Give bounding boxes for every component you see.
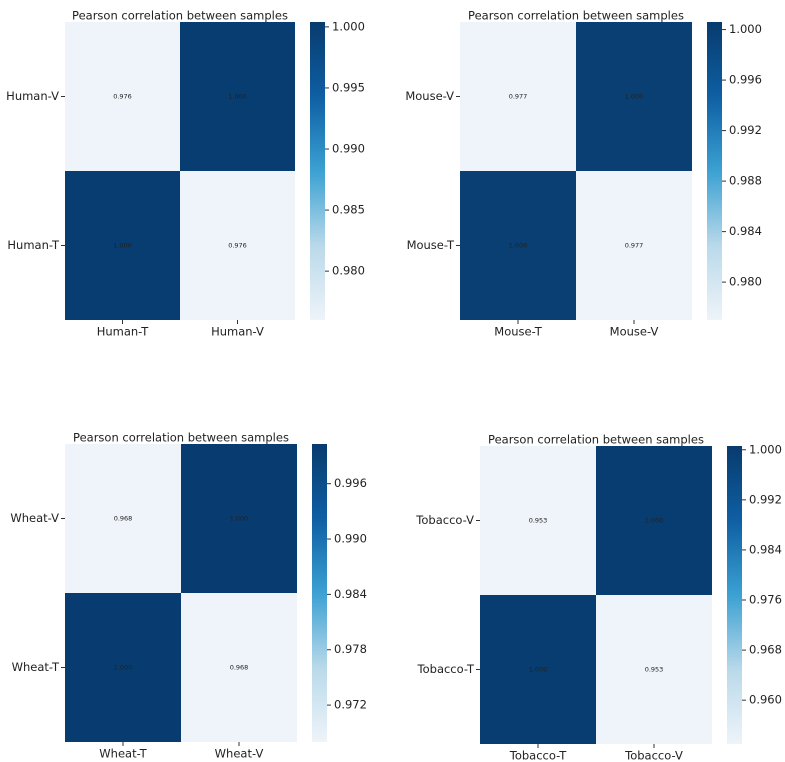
- y-tick-label: Wheat-V: [10, 511, 59, 525]
- colorbar-tick-label: 0.984: [749, 542, 782, 556]
- colorbar: [312, 444, 327, 742]
- x-tick-label: Wheat-T: [99, 747, 147, 761]
- cell-label: 1.000: [114, 664, 133, 672]
- colorbar-tick-label: 0.988: [729, 174, 762, 188]
- colorbar-tick-label: 0.972: [334, 698, 367, 712]
- heatmap-cell: [480, 595, 596, 744]
- chart-title: Pearson correlation between samples: [72, 9, 288, 23]
- y-tick-label: Human-V: [6, 89, 59, 103]
- y-tick-label: Tobacco-T: [417, 662, 475, 676]
- colorbar: [727, 446, 742, 744]
- colorbar-tick-label: 0.978: [334, 642, 367, 656]
- colorbar-tick-label: 0.992: [749, 492, 782, 506]
- y-tick-label: Tobacco-V: [415, 513, 474, 527]
- colorbar-tick-label: 0.995: [332, 80, 365, 94]
- cell-label: 1.000: [529, 666, 548, 674]
- colorbar-tick-label: 0.985: [332, 203, 365, 217]
- colorbar-tick-label: 0.996: [729, 73, 762, 87]
- colorbar: [310, 22, 325, 320]
- heatmap-cell: [180, 171, 295, 320]
- colorbar-tick-label: 0.984: [729, 224, 762, 238]
- heatmap-cell: [576, 22, 692, 171]
- x-tick-label: Tobacco-V: [624, 749, 683, 762]
- colorbar-tick-label: 1.000: [729, 22, 762, 36]
- colorbar-tick-label: 0.990: [332, 142, 365, 156]
- colorbar-tick-label: 0.984: [334, 587, 367, 601]
- y-tick-label: Wheat-T: [12, 660, 60, 674]
- x-tick-label: Mouse-T: [494, 325, 542, 339]
- colorbar-tick-label: 0.976: [749, 593, 782, 607]
- heatmap-cell: [596, 595, 712, 744]
- heatmap-cell: [181, 444, 297, 593]
- cell-label: 1.000: [230, 515, 249, 523]
- cell-label: 0.977: [509, 93, 528, 101]
- colorbar-tick-label: 0.980: [332, 264, 365, 278]
- cell-label: 0.953: [529, 517, 548, 525]
- y-tick-label: Mouse-T: [407, 238, 455, 252]
- cell-label: 0.977: [625, 242, 644, 250]
- y-tick-label: Mouse-V: [405, 89, 454, 103]
- heatmap-cell: [460, 22, 576, 171]
- cell-label: 1.000: [645, 517, 664, 525]
- x-tick-label: Tobacco-T: [509, 749, 567, 762]
- y-tick-label: Human-T: [7, 238, 60, 252]
- heatmap-cell: [460, 171, 576, 320]
- cell-label: 0.976: [228, 242, 247, 250]
- x-tick-label: Mouse-V: [610, 325, 659, 339]
- cell-label: 1.000: [228, 93, 247, 101]
- colorbar-tick-label: 0.992: [729, 123, 762, 137]
- cell-label: 0.968: [114, 515, 133, 523]
- colorbar-tick-label: 1.000: [332, 19, 365, 33]
- colorbar-tick-label: 0.960: [749, 693, 782, 707]
- x-tick-label: Human-T: [97, 325, 150, 339]
- heatmap-cell: [65, 593, 181, 742]
- cell-label: 1.000: [113, 242, 132, 250]
- chart-title: Pearson correlation between samples: [73, 431, 289, 445]
- x-tick-label: Human-V: [211, 325, 264, 339]
- colorbar-tick-label: 1.000: [749, 442, 782, 456]
- heatmap-cell: [181, 593, 297, 742]
- heatmap-cell: [596, 446, 712, 595]
- cell-label: 0.968: [230, 664, 249, 672]
- cell-label: 0.976: [113, 93, 132, 101]
- chart-title: Pearson correlation between samples: [488, 433, 704, 447]
- x-tick-label: Wheat-V: [215, 747, 264, 761]
- cell-label: 1.000: [509, 242, 528, 250]
- colorbar-tick-label: 0.968: [749, 643, 782, 657]
- heatmap-cell: [65, 444, 181, 593]
- heatmap-cell: [576, 171, 692, 320]
- cell-label: 1.000: [625, 93, 644, 101]
- colorbar-tick-label: 0.980: [729, 275, 762, 289]
- colorbar: [707, 22, 722, 320]
- colorbar-tick-label: 0.996: [334, 476, 367, 490]
- chart-title: Pearson correlation between samples: [468, 9, 684, 23]
- heatmap-cell: [65, 171, 180, 320]
- heatmap-cell: [480, 446, 596, 595]
- heatmap-cell: [180, 22, 295, 171]
- colorbar-tick-label: 0.990: [334, 532, 367, 546]
- cell-label: 0.953: [645, 666, 664, 674]
- heatmap-cell: [65, 22, 180, 171]
